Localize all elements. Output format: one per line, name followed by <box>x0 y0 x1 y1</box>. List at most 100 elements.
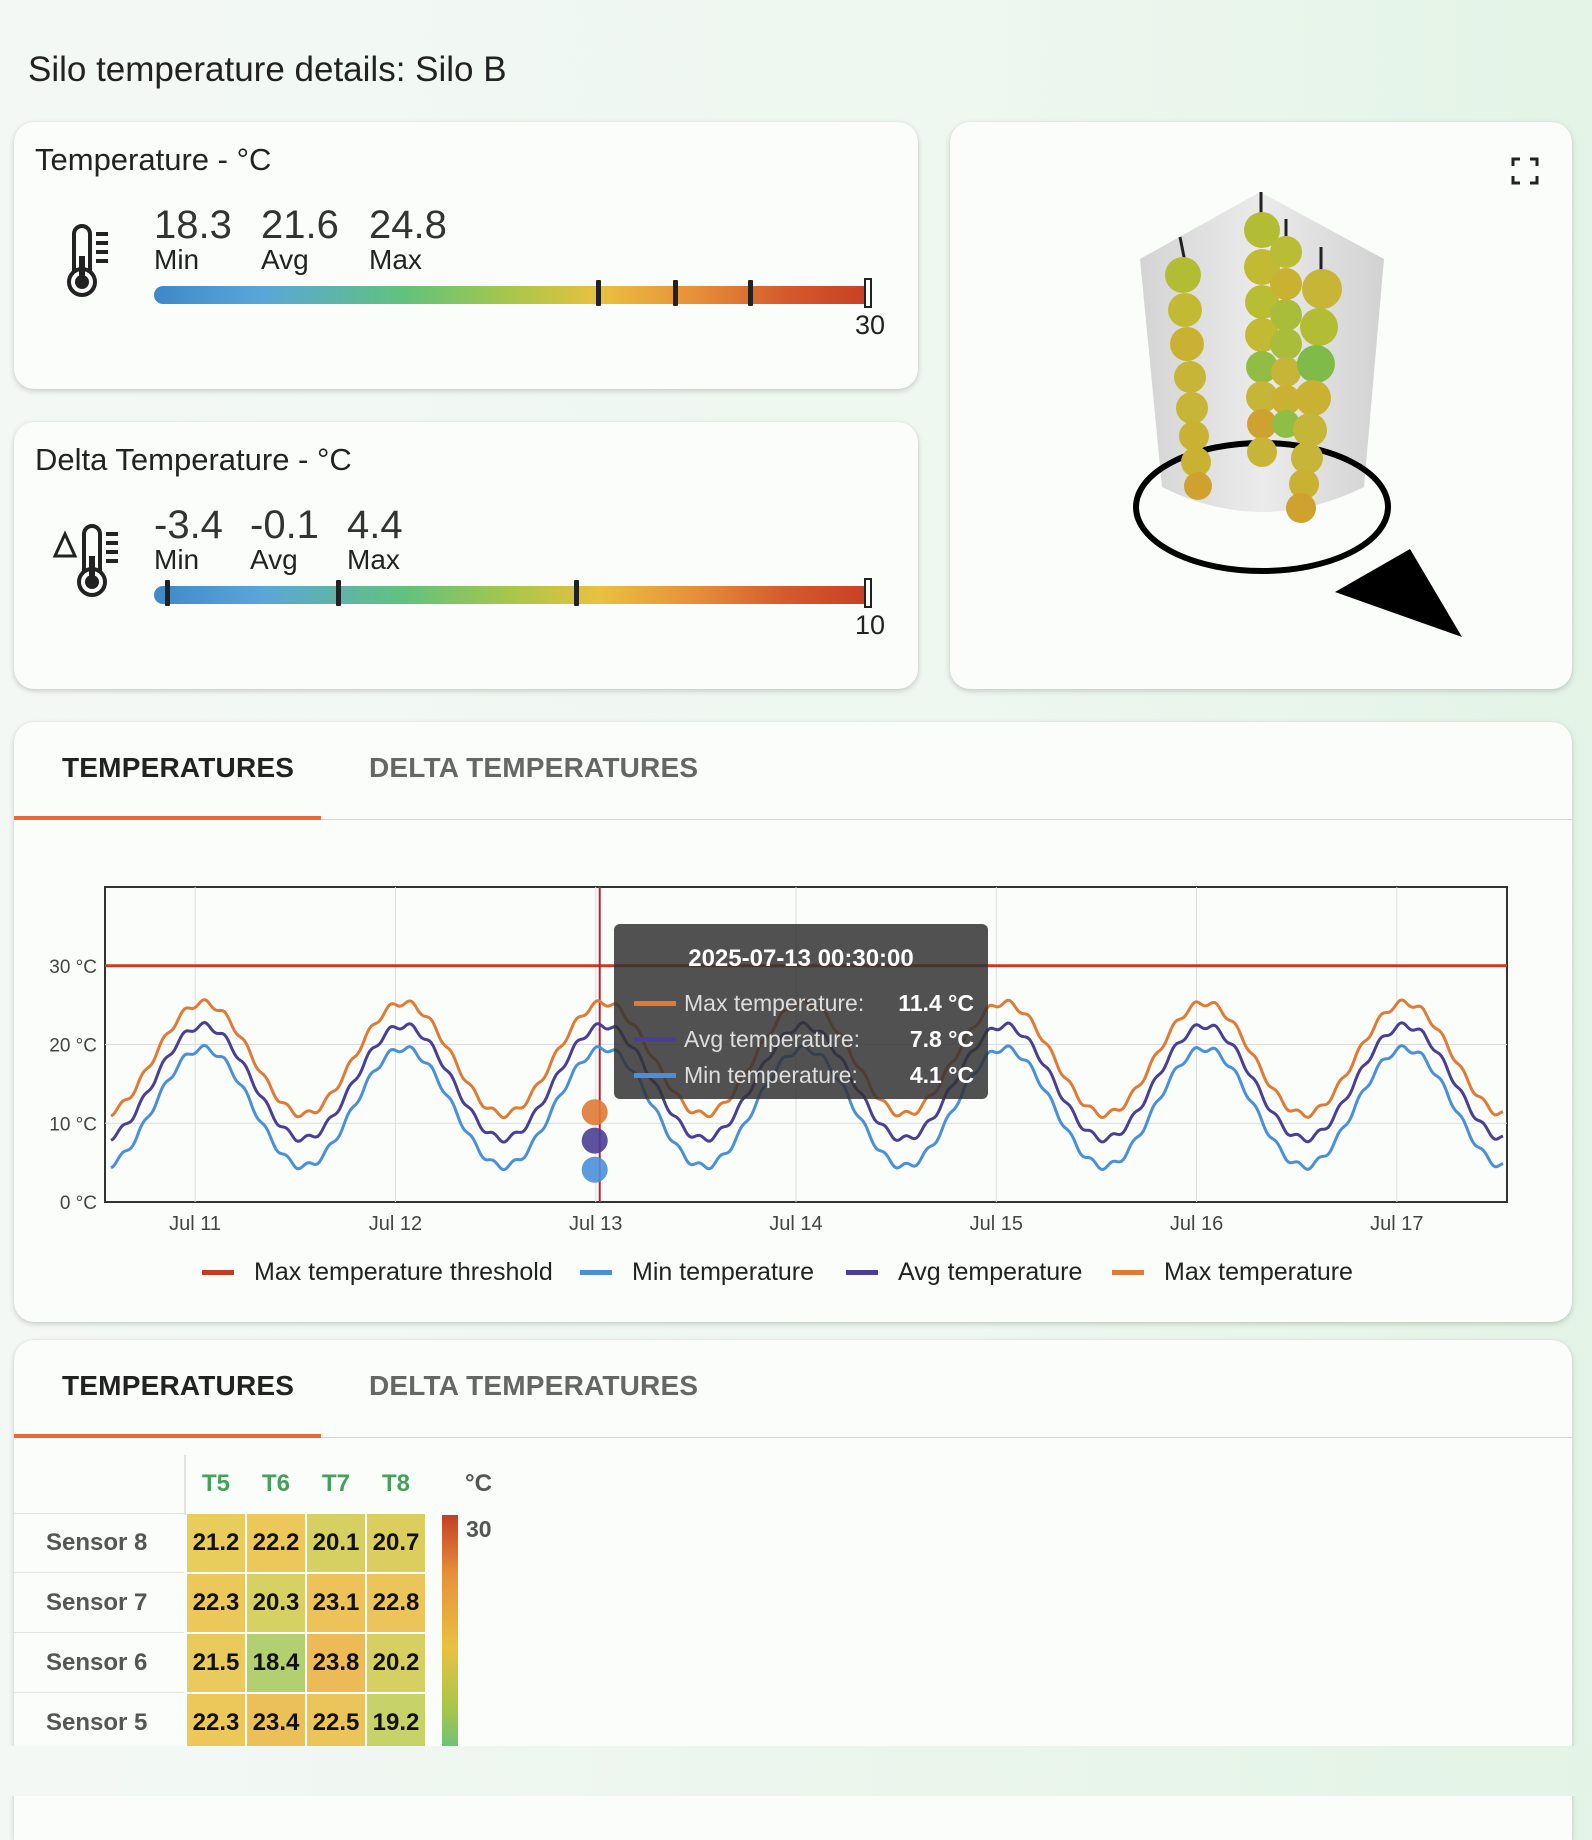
legend-swatch-threshold <box>202 1270 234 1275</box>
legend-label-min: Min temperature <box>632 1258 815 1286</box>
delta-max-value: 4.4 <box>347 503 403 547</box>
temp-avg-marker <box>673 280 678 306</box>
page-title: Silo temperature details: Silo B <box>28 50 507 89</box>
heatmap-cell[interactable]: 20.1 <box>306 1513 366 1573</box>
temp-scale-max: 30 <box>855 310 886 340</box>
temp-max-marker <box>748 280 753 306</box>
temperature-card: Temperature - °C 18.3 Min 21.6 Avg 24.8 … <box>14 122 918 389</box>
heatmap-active-tab-indicator <box>14 1434 321 1438</box>
legend-swatch-avg <box>846 1270 878 1275</box>
tooltip-row-max: Max temperature: 11.4 °C <box>634 990 974 1018</box>
temp-min-value: 18.3 <box>154 203 232 247</box>
fullscreen-icon[interactable] <box>1510 156 1540 191</box>
silo-3d-view[interactable] <box>950 122 1572 689</box>
delta-scale-max: 10 <box>855 610 886 640</box>
thermometer-icon <box>62 220 122 305</box>
temperature-gauge-bar <box>154 278 872 308</box>
legend-item-avg[interactable]: Avg temperature <box>846 1258 1082 1287</box>
heatmap-cell[interactable]: 18.4 <box>246 1633 306 1693</box>
heatmap-col-header: T5 <box>201 1470 230 1497</box>
delta-avg-label: Avg <box>250 544 298 575</box>
delta-max-marker <box>574 580 579 606</box>
chart-tabs: TEMPERATURES DELTA TEMPERATURES <box>14 722 1572 820</box>
heatmap-row-label: Sensor 8 <box>14 1513 184 1573</box>
delta-gauge-bar <box>154 578 872 608</box>
temp-min-label: Min <box>154 244 200 275</box>
temp-avg-label: Avg <box>261 244 309 275</box>
heatmap-unit: °C <box>465 1470 492 1497</box>
heatmap-col-header: T8 <box>381 1470 410 1497</box>
temp-min-marker <box>596 280 601 306</box>
delta-temperature-card: Delta Temperature - °C -3.4 Min -0.1 Avg… <box>14 422 918 689</box>
tooltip-swatch-max <box>634 1001 676 1006</box>
heatmap-row-label: Sensor 5 <box>14 1693 184 1753</box>
heatmap-scale-max: 30 <box>466 1516 492 1542</box>
heatmap-row-label: Sensor 6 <box>14 1633 184 1693</box>
tab-temperatures[interactable]: TEMPERATURES <box>62 752 295 783</box>
temp-avg-value: 21.6 <box>261 203 339 247</box>
heatmap-cell[interactable]: 19.2 <box>366 1693 426 1753</box>
delta-max-stat: 4.4 Max <box>347 504 403 574</box>
delta-gauge-end <box>864 578 872 608</box>
temperature-card-title: Temperature - °C <box>35 142 272 177</box>
heatmap-cell[interactable]: 22.2 <box>246 1513 306 1573</box>
heatmap-cell[interactable]: 22.8 <box>366 1573 426 1633</box>
legend-item-max[interactable]: Max temperature <box>1112 1258 1353 1287</box>
legend-item-threshold[interactable]: Max temperature threshold <box>202 1258 553 1287</box>
delta-min-marker <box>165 580 170 606</box>
delta-max-label: Max <box>347 544 400 575</box>
temp-max-stat: 24.8 Max <box>369 204 447 274</box>
legend-swatch-min <box>580 1270 612 1275</box>
heatmap-colorbar <box>442 1515 458 1755</box>
legend-item-min[interactable]: Min temperature <box>580 1258 814 1287</box>
heatmap-col-header: T6 <box>261 1470 290 1497</box>
heatmap-cell[interactable]: 20.2 <box>366 1633 426 1693</box>
delta-card-title: Delta Temperature - °C <box>35 442 352 477</box>
heatmap-cell[interactable]: 20.7 <box>366 1513 426 1573</box>
temp-max-value: 24.8 <box>369 203 447 247</box>
heatmap-tab-delta-temperatures[interactable]: DELTA TEMPERATURES <box>369 1370 699 1401</box>
tooltip-swatch-avg <box>634 1037 676 1042</box>
sensor-spheres <box>1165 212 1342 523</box>
active-tab-indicator <box>14 816 321 820</box>
temp-min-stat: 18.3 Min <box>154 204 232 274</box>
delta-min-stat: -3.4 Min <box>154 504 223 574</box>
heatmap-cell[interactable]: 23.1 <box>306 1573 366 1633</box>
heatmap-col-header: T7 <box>321 1470 350 1497</box>
heatmap-cell[interactable]: 21.2 <box>186 1513 246 1573</box>
delta-min-label: Min <box>154 544 200 575</box>
silo-model[interactable] <box>950 122 1572 689</box>
heatmap-cell[interactable]: 22.3 <box>186 1693 246 1753</box>
heatmap-cell[interactable]: 22.5 <box>306 1693 366 1753</box>
delta-thermometer-icon <box>52 520 132 605</box>
legend-label-threshold: Max temperature threshold <box>254 1258 553 1286</box>
legend-label-max: Max temperature <box>1164 1258 1353 1286</box>
delta-min-value: -3.4 <box>154 503 223 547</box>
heatmap-cell[interactable]: 22.3 <box>186 1573 246 1633</box>
tooltip-row-min: Min temperature: 4.1 °C <box>634 1062 974 1090</box>
heatmap-header-line <box>184 1455 186 1515</box>
temp-avg-stat: 21.6 Avg <box>261 204 339 274</box>
heatmap-tab-temperatures[interactable]: TEMPERATURES <box>62 1370 295 1401</box>
heatmap-row-label: Sensor 7 <box>14 1573 184 1633</box>
heatmap-cell[interactable]: 20.3 <box>246 1573 306 1633</box>
chart-tooltip: 2025-07-13 00:30:00 Max temperature: 11.… <box>614 924 988 1099</box>
heatmap-cell[interactable]: 23.4 <box>246 1693 306 1753</box>
legend-label-avg: Avg temperature <box>898 1258 1083 1286</box>
delta-avg-value: -0.1 <box>250 503 319 547</box>
heatmap-tabs: TEMPERATURES DELTA TEMPERATURES <box>14 1340 1572 1438</box>
heatmap-cell[interactable]: 21.5 <box>186 1633 246 1693</box>
tooltip-value-max: 11.4 °C <box>898 990 974 1016</box>
tooltip-value-avg: 7.8 °C <box>909 1026 974 1052</box>
heatmap-cell[interactable]: 23.8 <box>306 1633 366 1693</box>
tooltip-label-avg: Avg temperature: <box>684 1026 861 1052</box>
temp-max-label: Max <box>369 244 422 275</box>
temp-gauge-end <box>864 278 872 308</box>
legend-swatch-max <box>1112 1270 1144 1275</box>
page-bottom-strip <box>0 1746 1592 1796</box>
delta-avg-marker <box>336 580 341 606</box>
delta-avg-stat: -0.1 Avg <box>250 504 319 574</box>
tooltip-label-min: Min temperature: <box>684 1062 858 1088</box>
tab-delta-temperatures[interactable]: DELTA TEMPERATURES <box>369 752 699 783</box>
tooltip-value-min: 4.1 °C <box>909 1062 974 1088</box>
